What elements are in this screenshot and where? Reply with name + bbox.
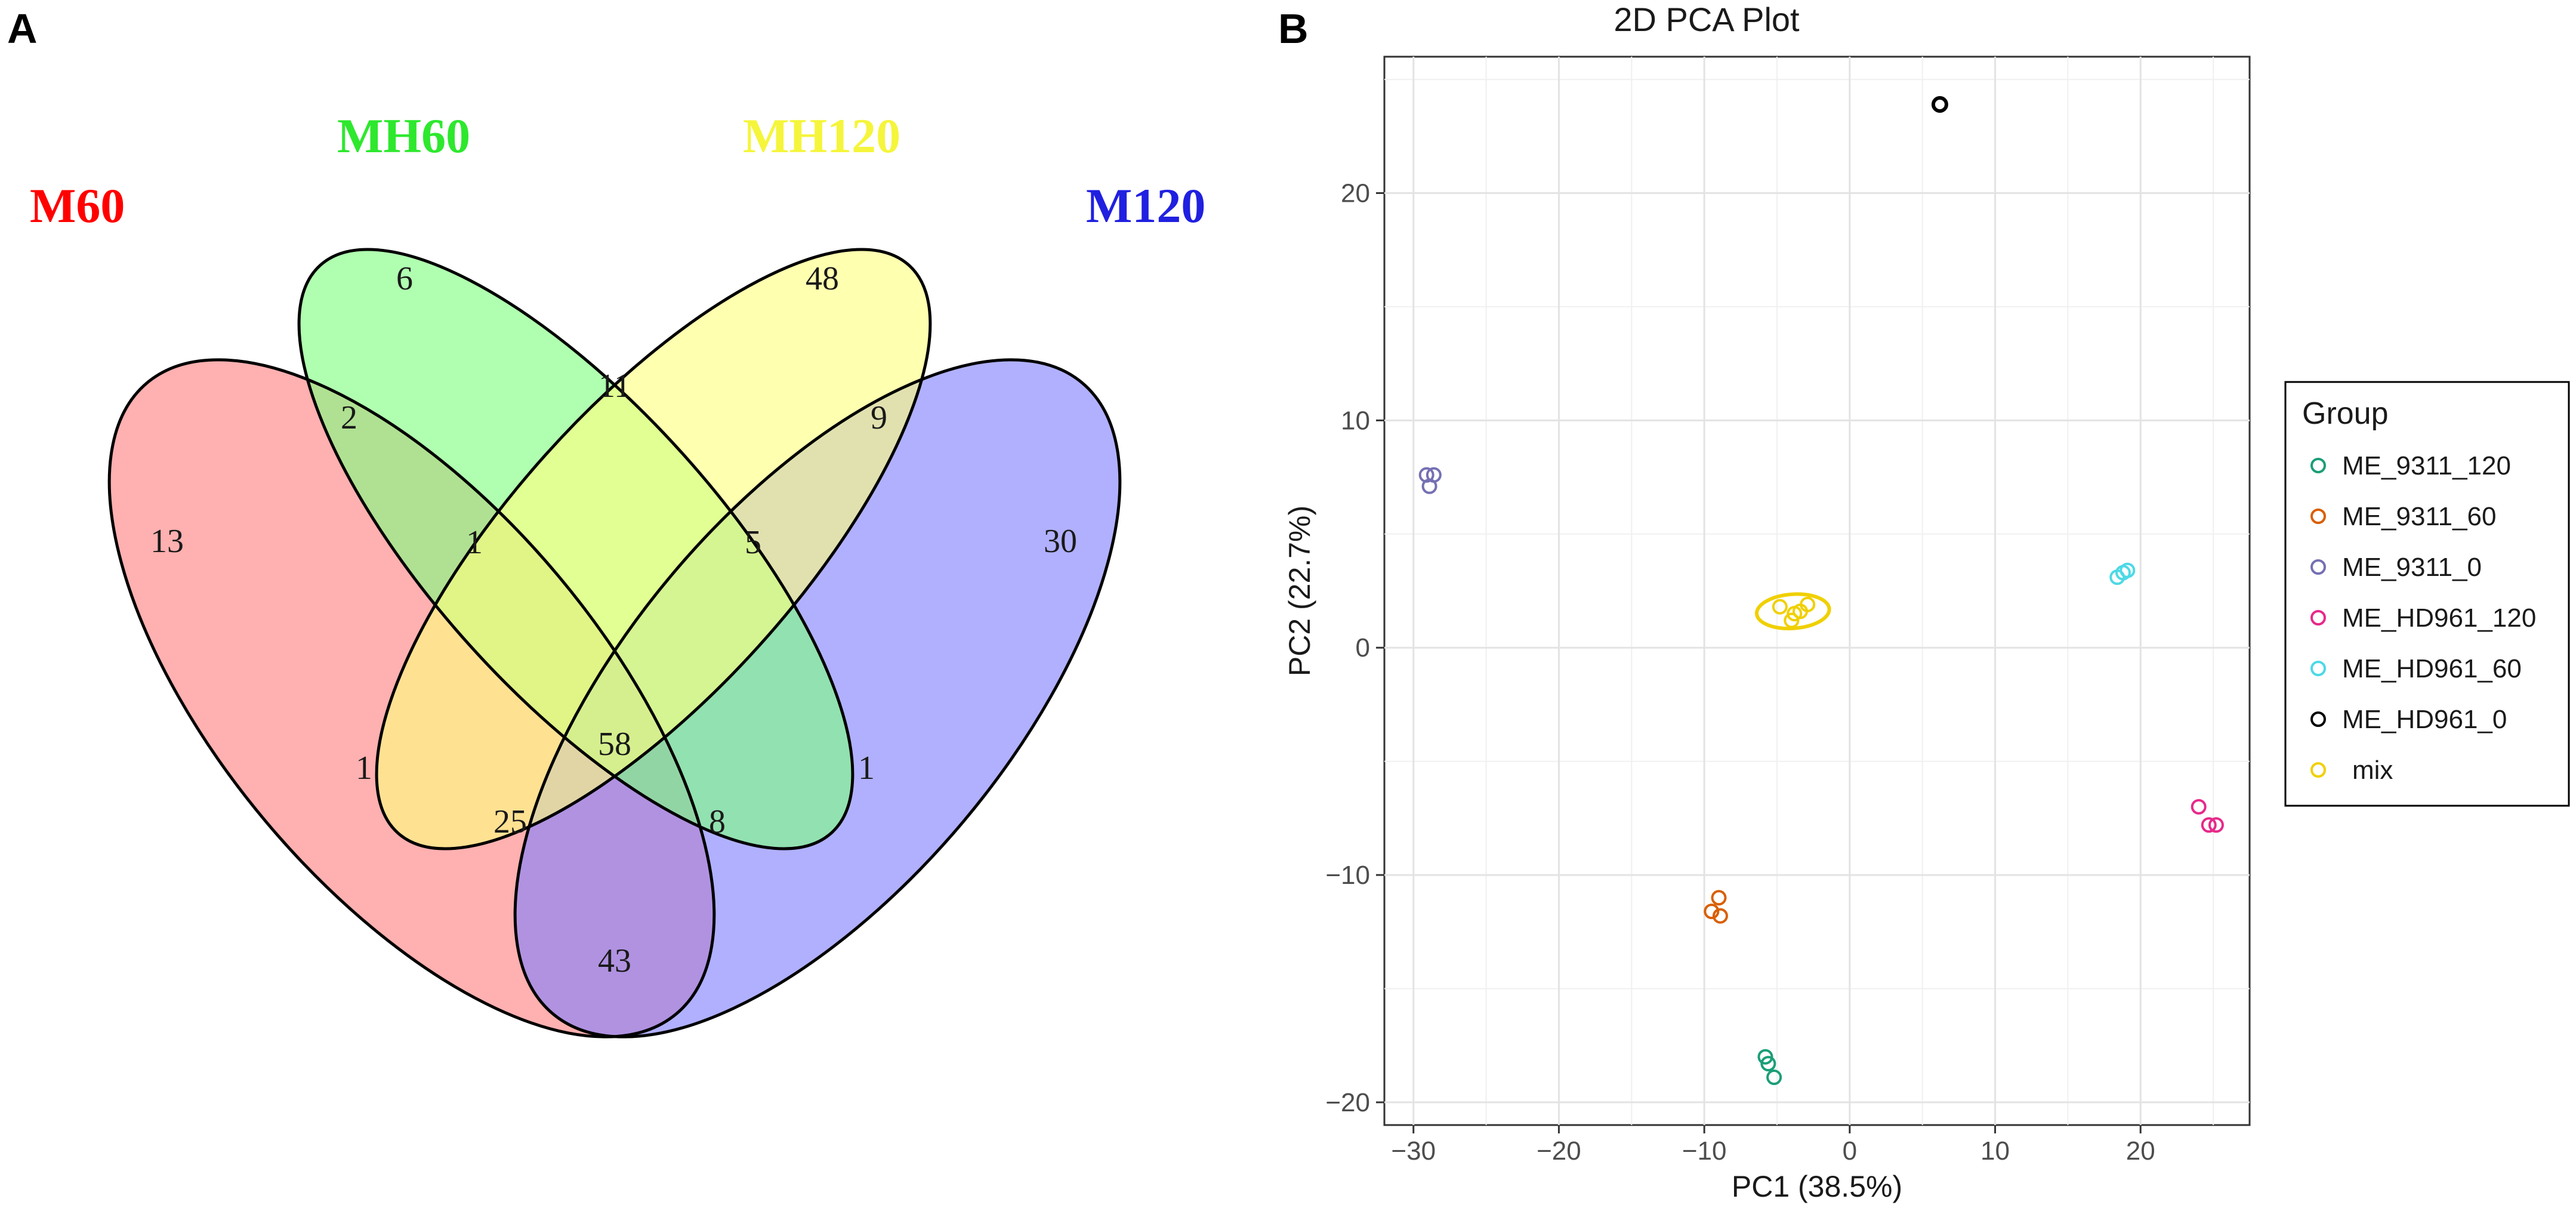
venn-region-m60-mh60-mh120: 1 — [466, 524, 483, 561]
venn-label-m120: M120 — [1086, 178, 1205, 233]
pca-plot: B 2D PCA Plot −30 −20 −10 0 10 20−20−1001020 … — [1278, 1, 2570, 1203]
point-me-9311-120 — [1766, 1070, 1782, 1086]
point-me-hd961-120 — [2191, 799, 2207, 815]
legend-key-me-9311-120 — [2310, 458, 2326, 473]
legend-label-mix: mix — [2352, 756, 2393, 785]
venn-outlines — [107, 248, 1122, 1038]
data-points — [1418, 95, 2224, 1086]
point-me-9311-60 — [1704, 904, 1720, 919]
venn-region-mh120-only: 48 — [806, 260, 839, 297]
legend-key-me-hd961-120 — [2310, 610, 2326, 625]
point-me-9311-60 — [1711, 890, 1727, 906]
x-tick-label: 20 — [2126, 1136, 2155, 1166]
chart-title: 2D PCA Plot — [1614, 1, 1800, 38]
legend-label-me-hd961-120: ME_HD961_120 — [2342, 603, 2536, 633]
x-axis-title: PC1 (38.5%) — [1732, 1170, 1902, 1203]
y-tick-label: 20 — [1341, 179, 1370, 208]
axis-ticks: −30 −20 −10 0 10 20 −20 −10 0 10 20 — [1325, 179, 2155, 1166]
point-me-hd961-0 — [1931, 95, 1948, 113]
venn-label-mh120: MH120 — [743, 109, 900, 163]
venn-region-m60-mh120: 1 — [356, 750, 372, 787]
point-me-hd961-120 — [2208, 817, 2224, 833]
point-mix — [1787, 606, 1803, 622]
point-me-9311-0 — [1421, 478, 1437, 494]
venn-region-mh60-only: 6 — [396, 260, 413, 297]
x-tick-label: −20 — [1537, 1136, 1581, 1166]
venn-label-mh60: MH60 — [337, 109, 470, 163]
legend-key-me-9311-0 — [2310, 559, 2326, 575]
grid-lines — [1384, 57, 2250, 1125]
venn-diagram: A M60 MH60 MH120 M120 13 6 48 30 2 11 9 … — [7, 5, 1205, 1038]
point-me-hd961-120 — [2201, 817, 2217, 833]
x-tick-label: −30 — [1391, 1136, 1436, 1166]
venn-region-m60-mh60-m120: 8 — [709, 803, 726, 840]
point-me-9311-120 — [1760, 1056, 1776, 1072]
legend-label-me-9311-0: ME_9311_0 — [2342, 553, 2482, 582]
y-tick-label: −20 — [1325, 1088, 1370, 1117]
venn-region-m60-mh60: 2 — [341, 399, 357, 436]
venn-region-mh60-mh120-m120: 5 — [745, 524, 761, 561]
y-tick-label: −10 — [1325, 861, 1370, 890]
legend-key-me-9311-60 — [2310, 509, 2326, 524]
venn-label-m60: M60 — [30, 178, 125, 233]
legend-title: Group — [2302, 396, 2389, 431]
venn-region-mh120-m120: 9 — [871, 399, 887, 436]
panel-letter-a: A — [7, 5, 38, 52]
x-tick-label: 10 — [1980, 1136, 2010, 1166]
point-mix — [1800, 596, 1816, 612]
y-tick-label: 10 — [1341, 406, 1370, 435]
legend-label-me-hd961-60: ME_HD961_60 — [2342, 654, 2522, 683]
legend-label-me-hd961-0: ME_HD961_0 — [2342, 705, 2507, 734]
group-ellipses — [1754, 592, 1831, 631]
ellipse-mix — [1754, 592, 1831, 631]
venn-region-mh60-mh120: 11 — [599, 368, 631, 405]
y-axis-title: PC2 (22.7%) — [1283, 506, 1316, 676]
x-tick-label: 0 — [1843, 1136, 1857, 1166]
venn-region-m60-only: 13 — [150, 523, 184, 560]
panel-letter-b: B — [1278, 5, 1309, 52]
venn-region-m60-mh120-m120: 25 — [493, 803, 527, 840]
venn-region-m60-m120: 43 — [598, 942, 631, 979]
plot-panel — [1383, 56, 2251, 1126]
venn-region-mh60-m120: 1 — [858, 750, 875, 787]
legend-box — [2284, 381, 2570, 807]
legend-key-me-hd961-0 — [2310, 711, 2326, 727]
y-tick-label: 0 — [1356, 633, 1370, 662]
legend: Group ME_9311_120 ME_9311_60 ME_9311_0 ME_H… — [2284, 381, 2570, 807]
point-me-hd961-60 — [2120, 562, 2136, 578]
legend-label-me-9311-60: ME_9311_60 — [2342, 502, 2497, 531]
point-mix — [1772, 599, 1788, 615]
venn-set-mh120 — [377, 249, 930, 849]
legend-key-me-hd961-60 — [2310, 661, 2326, 676]
x-tick-label: −10 — [1682, 1136, 1727, 1166]
point-me-9311-60 — [1712, 908, 1728, 924]
venn-region-all: 58 — [598, 726, 631, 763]
legend-label-me-9311-120: ME_9311_120 — [2342, 451, 2511, 480]
venn-region-m120-only: 30 — [1044, 523, 1077, 560]
legend-key-mix — [2310, 762, 2326, 778]
